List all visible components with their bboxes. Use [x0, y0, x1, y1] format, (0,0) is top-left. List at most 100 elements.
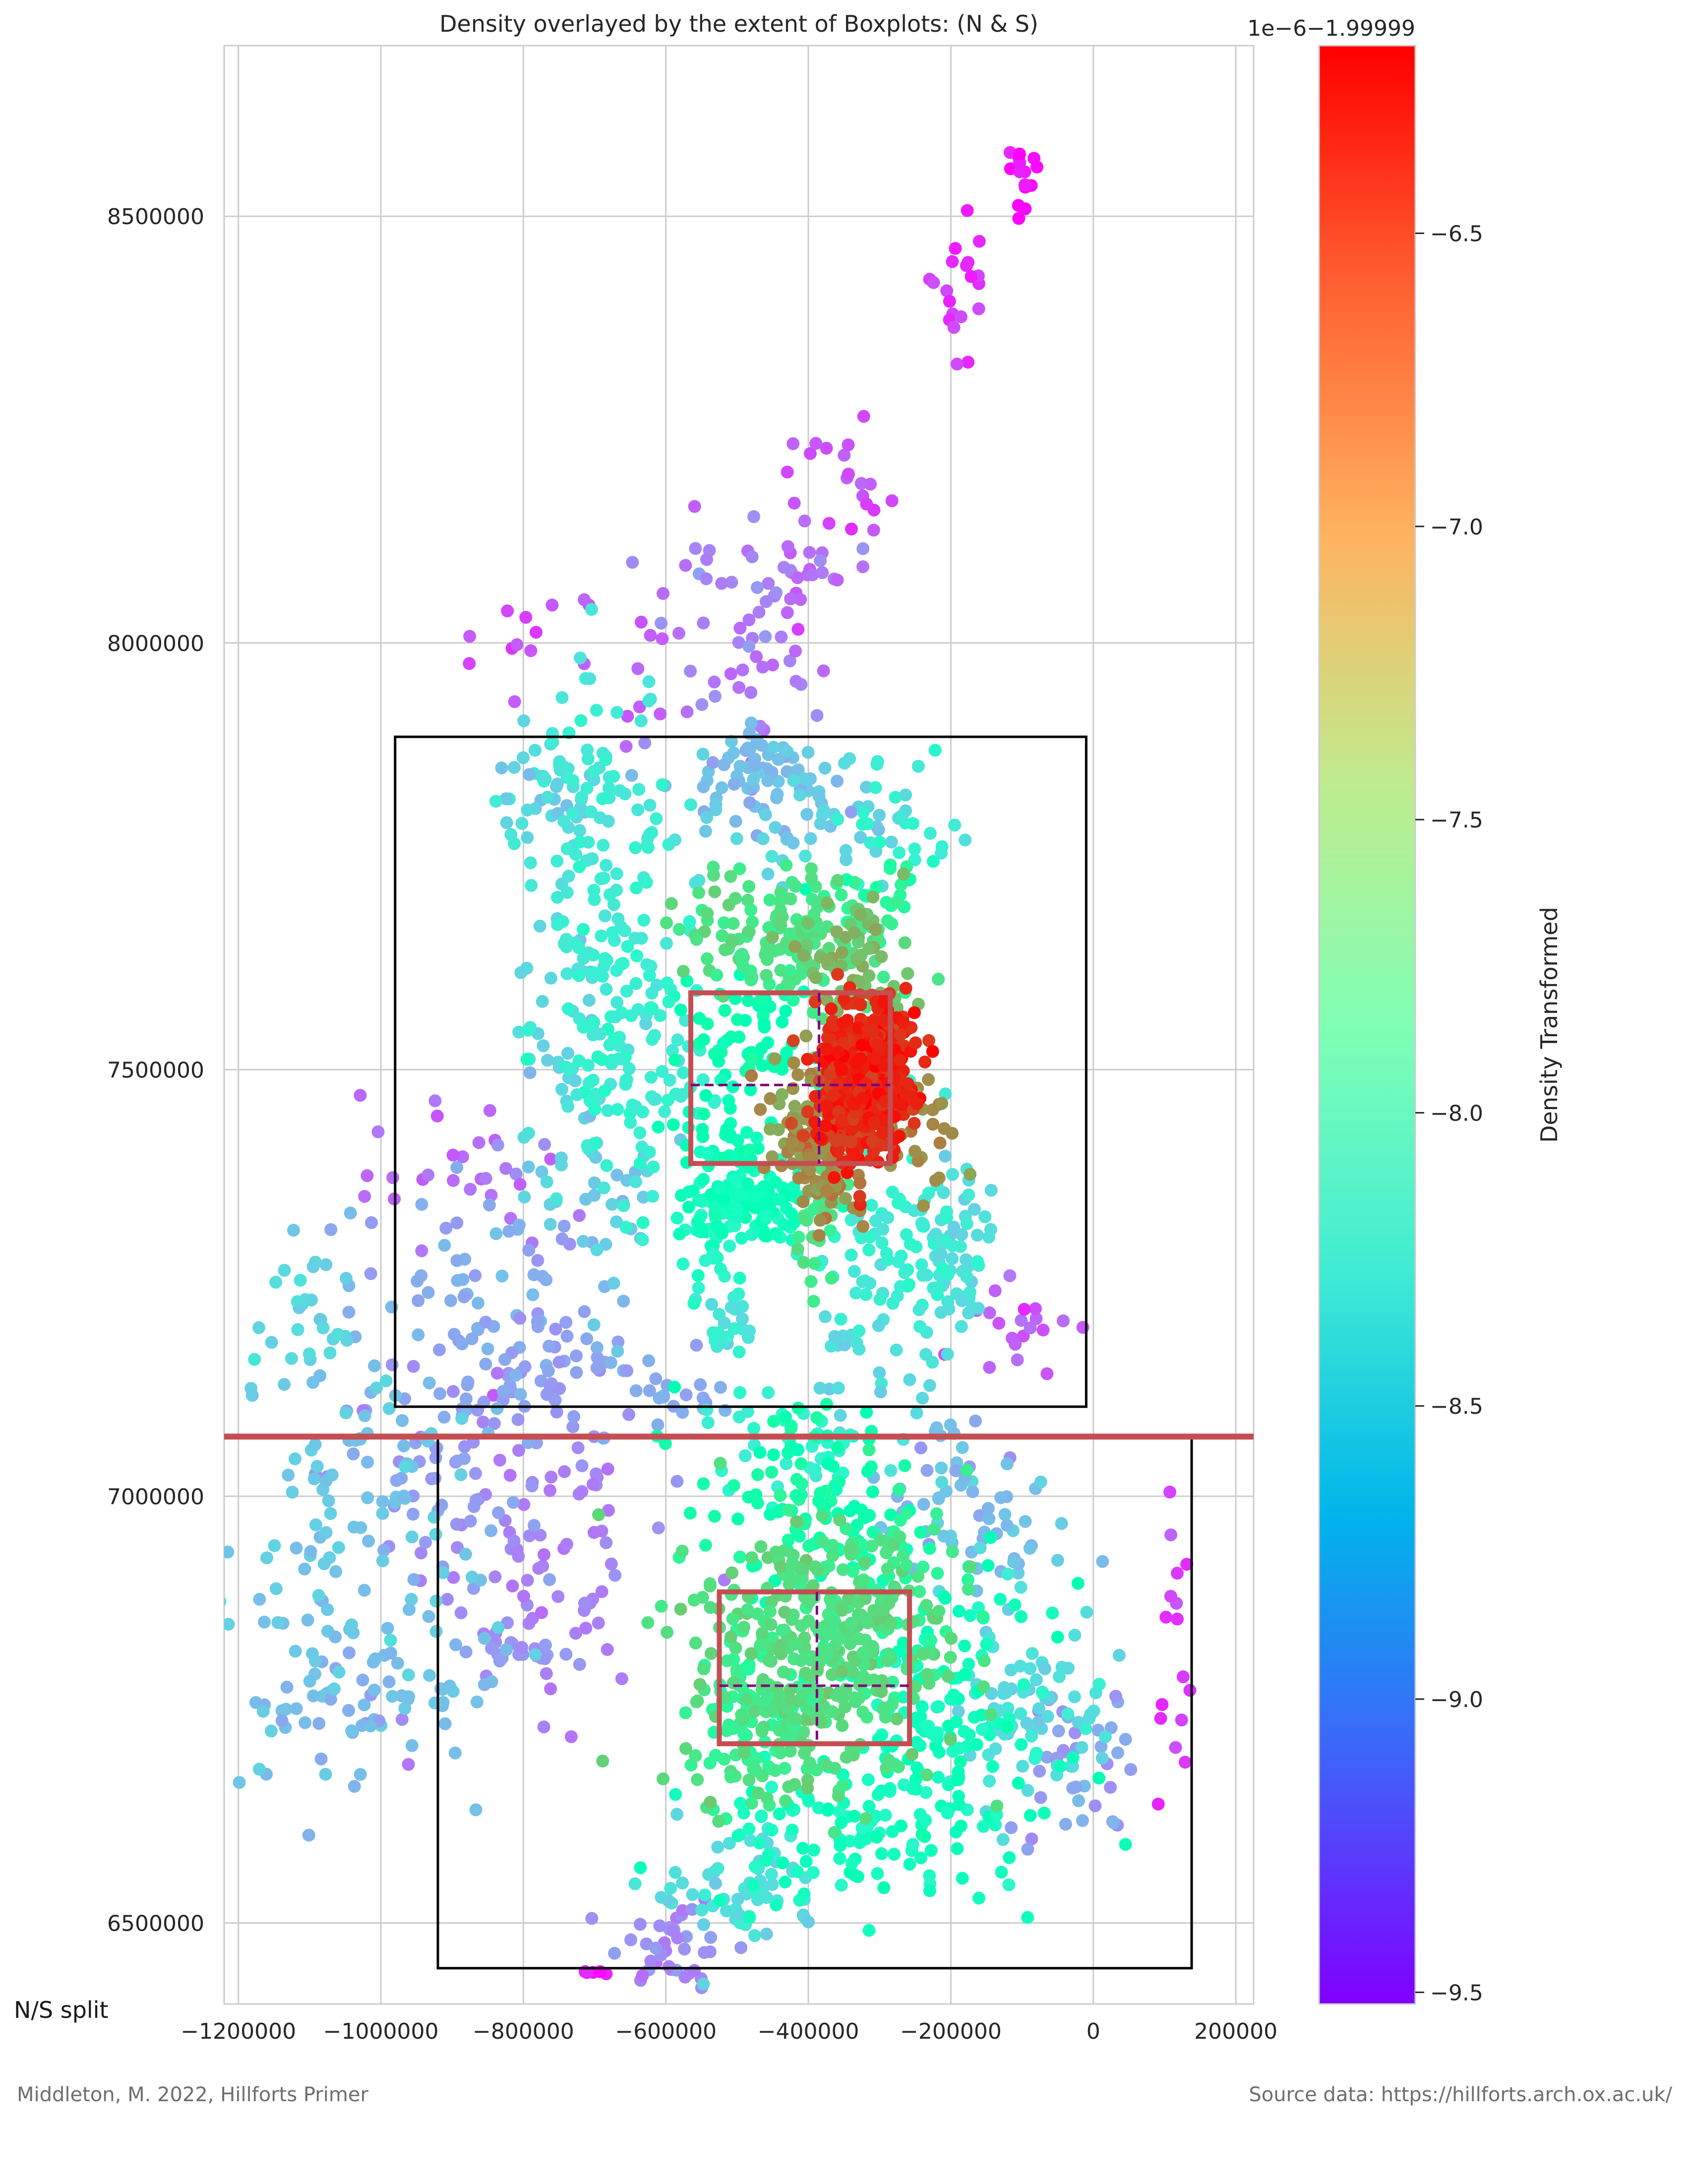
- density-point: [955, 310, 967, 323]
- density-point: [597, 1181, 610, 1194]
- density-point: [602, 815, 615, 828]
- density-point: [269, 1582, 283, 1595]
- density-point: [777, 561, 790, 574]
- density-point: [820, 442, 833, 455]
- density-point: [975, 1709, 988, 1721]
- density-point: [620, 1073, 633, 1086]
- density-point: [765, 1703, 779, 1716]
- density-point: [587, 966, 600, 979]
- density-point: [894, 1028, 907, 1042]
- density-point: [551, 1590, 565, 1603]
- density-point: [761, 867, 775, 881]
- density-point: [364, 1719, 377, 1733]
- density-point: [694, 1378, 707, 1391]
- density-point: [566, 1420, 580, 1433]
- density-point: [202, 1703, 215, 1716]
- density-point: [787, 1056, 800, 1069]
- density-point: [973, 1541, 987, 1554]
- density-point: [587, 948, 600, 962]
- density-point: [447, 1571, 460, 1584]
- density-point: [621, 940, 634, 953]
- density-point: [551, 918, 564, 931]
- density-point: [954, 1755, 967, 1769]
- density-point: [269, 1276, 283, 1289]
- density-point: [601, 1104, 614, 1117]
- density-point: [741, 1603, 754, 1616]
- density-point: [611, 1345, 624, 1358]
- density-point: [898, 1266, 911, 1279]
- density-point: [913, 1585, 926, 1598]
- density-point: [575, 1485, 589, 1498]
- density-point: [871, 1867, 884, 1880]
- density-point: [628, 932, 642, 945]
- density-point: [984, 1183, 998, 1197]
- density-point: [835, 888, 848, 901]
- density-point: [825, 1705, 839, 1718]
- density-point: [923, 1884, 936, 1897]
- density-point: [785, 1207, 798, 1221]
- density-point: [607, 898, 620, 911]
- density-point: [819, 1310, 832, 1323]
- density-point: [1001, 1567, 1014, 1581]
- density-point: [808, 1257, 821, 1270]
- density-point: [675, 1544, 689, 1558]
- density-point: [604, 1557, 618, 1571]
- density-point: [655, 1599, 668, 1613]
- density-point: [602, 1504, 615, 1517]
- density-point: [819, 1119, 832, 1132]
- density-point: [381, 1622, 394, 1635]
- density-point: [759, 595, 773, 608]
- density-point: [842, 438, 855, 452]
- density-point: [858, 1592, 872, 1605]
- density-point: [740, 1125, 753, 1139]
- density-point: [788, 940, 802, 953]
- density-point: [714, 1381, 727, 1394]
- density-point: [770, 586, 783, 599]
- density-point: [570, 1349, 583, 1362]
- density-point: [507, 1535, 521, 1547]
- density-point: [924, 1844, 938, 1857]
- density-point: [756, 1059, 769, 1072]
- density-point: [766, 1150, 779, 1164]
- density-point: [765, 1780, 778, 1794]
- density-point: [696, 1073, 710, 1086]
- density-point: [982, 1231, 995, 1244]
- density-point: [645, 987, 659, 1000]
- density-point: [854, 998, 867, 1011]
- density-point: [668, 1054, 682, 1067]
- density-point: [411, 1274, 424, 1288]
- density-point: [1011, 1353, 1024, 1366]
- density-point: [759, 630, 772, 643]
- density-point: [1119, 1838, 1132, 1851]
- density-point: [569, 1627, 582, 1640]
- density-point: [700, 811, 714, 824]
- density-point: [303, 1674, 316, 1688]
- density-point: [983, 1774, 996, 1788]
- density-point: [976, 1820, 990, 1833]
- density-point: [634, 714, 648, 727]
- density-point: [1080, 1605, 1093, 1619]
- density-point: [1000, 1457, 1014, 1471]
- density-point: [880, 1762, 893, 1775]
- density-point: [881, 1211, 895, 1224]
- density-point: [937, 1530, 951, 1543]
- density-point: [779, 1004, 792, 1018]
- density-point: [732, 681, 746, 694]
- density-point: [441, 1593, 454, 1606]
- density-point: [787, 496, 801, 510]
- density-point: [795, 1477, 808, 1490]
- density-point: [773, 1723, 786, 1737]
- density-point: [600, 983, 613, 996]
- density-point: [636, 1105, 650, 1119]
- density-point: [1002, 1878, 1016, 1891]
- density-point: [709, 690, 722, 703]
- density-point: [931, 1567, 944, 1580]
- density-point: [727, 1479, 740, 1492]
- density-point: [915, 1828, 929, 1841]
- density-point: [489, 1227, 503, 1240]
- density-point: [447, 1174, 460, 1187]
- density-point: [735, 1708, 748, 1721]
- density-point: [933, 1136, 947, 1150]
- density-point: [629, 841, 642, 854]
- density-point: [538, 1548, 550, 1561]
